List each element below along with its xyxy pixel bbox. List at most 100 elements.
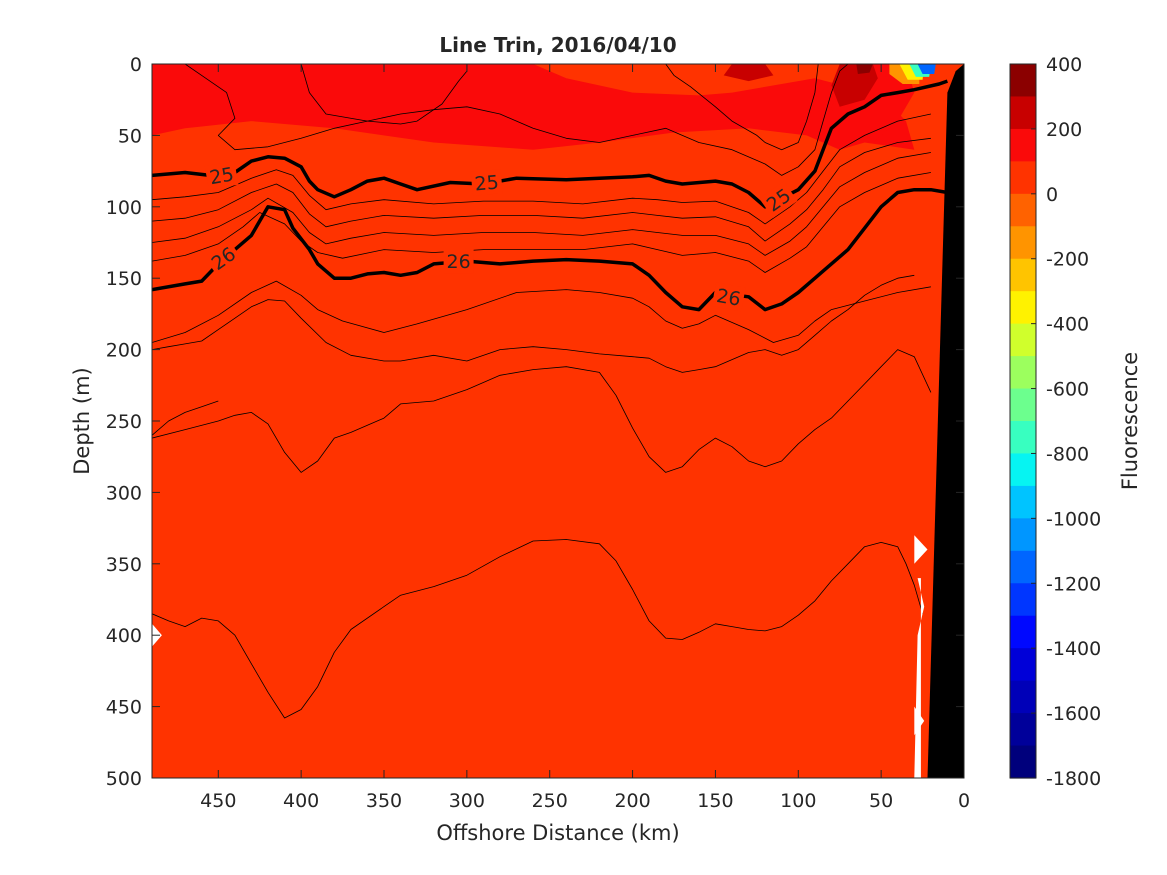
- density-contour-11: [152, 349, 932, 473]
- density-contour-6: [152, 137, 931, 242]
- x-tick-label: 300: [449, 790, 485, 812]
- fluorescence-region-3: [723, 64, 774, 82]
- y-tick-label: 450: [106, 697, 142, 719]
- colorbar-level: [1010, 291, 1036, 325]
- y-tick-label: 50: [118, 125, 142, 147]
- chart-title: Line Trin, 2016/04/10: [439, 33, 676, 57]
- colorbar-level: [1010, 745, 1036, 779]
- bathymetry-shelf: [927, 64, 964, 778]
- colorbar-level: [1010, 323, 1036, 357]
- contour-label-text: 25: [474, 171, 500, 195]
- contour-label-text: 26: [447, 251, 471, 273]
- colorbar-level: [1010, 193, 1036, 227]
- contour-label-bg: [470, 169, 503, 196]
- contour-label-bg: [759, 181, 798, 219]
- colorbar-label: Fluorescence: [1118, 352, 1142, 490]
- colorbar-level: [1010, 96, 1036, 130]
- colorbar: 400 200 0 -200 -400 -600 -800 -1000 -1200 -1400 -1…: [1009, 54, 1101, 790]
- y-tick-label: 300: [106, 482, 142, 504]
- density-contour-10: [152, 274, 915, 373]
- contour-label-bg: [443, 249, 474, 274]
- density-contour-3: [300, 64, 468, 125]
- fluorescence-region-2: [831, 64, 878, 107]
- colorbar-level: [1010, 453, 1036, 487]
- fluorescence-region-8: [917, 64, 936, 74]
- contour-label-0: 25: [204, 160, 239, 190]
- colorbar-frame: [1009, 63, 1037, 779]
- x-tick-label: 50: [869, 790, 893, 812]
- colorbar-level: [1010, 713, 1036, 747]
- colorbar-tick-label: 200: [1046, 119, 1082, 141]
- y-tick-label: 250: [106, 411, 142, 433]
- contour-label-bg: [204, 239, 243, 277]
- colorbar-level: [1010, 485, 1036, 519]
- colorbar-tick-label: -800: [1046, 443, 1089, 465]
- colorbar-level: [1010, 226, 1036, 260]
- x-tick-label: 150: [697, 790, 733, 812]
- density-contour-5: [152, 113, 931, 225]
- density-contour-9: [152, 280, 931, 343]
- colorbar-level: [1010, 421, 1036, 455]
- colorbar-tick-label: -1200: [1046, 573, 1101, 595]
- y-tick-label: 0: [130, 54, 142, 76]
- missing-data-region-1: [914, 535, 928, 564]
- colorbar-level: [1010, 388, 1036, 422]
- colorbar-tick-label: -600: [1046, 379, 1089, 401]
- contour-label-text: 26: [715, 285, 743, 311]
- y-axis-label: Depth (m): [70, 367, 94, 474]
- density-contour-13: [152, 400, 219, 436]
- y-tick-label: 400: [106, 625, 142, 647]
- colorbar-tick-label: -200: [1046, 249, 1089, 271]
- y-tick-label: 500: [106, 768, 142, 790]
- x-axis-label: Offshore Distance (km): [436, 821, 679, 845]
- density-contour-12: [152, 539, 923, 719]
- colorbar-tick-label: -1800: [1046, 768, 1101, 790]
- colorbar-level: [1010, 550, 1036, 584]
- plot-background: [152, 64, 964, 778]
- colorbar-level: [1010, 518, 1036, 552]
- colorbar-level: [1010, 648, 1036, 682]
- colorbar-tick-label: -1000: [1046, 508, 1101, 530]
- contour-label-1: 25: [470, 169, 503, 196]
- colorbar-level: [1010, 161, 1036, 195]
- density-contour-7: [152, 152, 931, 256]
- colorbar-tick-label: 0: [1046, 184, 1058, 206]
- colorbar-tick-label: -1400: [1046, 638, 1101, 660]
- density-contour-4: [665, 64, 819, 151]
- density-contour-8: [152, 172, 931, 273]
- x-tick-label: 400: [283, 790, 319, 812]
- colorbar-tick-label: 400: [1046, 54, 1082, 76]
- colorbar-level: [1010, 583, 1036, 617]
- y-tick-label: 350: [106, 554, 142, 576]
- contour-label-bg: [204, 160, 239, 190]
- contour-label-5: 26: [711, 282, 746, 312]
- colorbar-level: [1010, 64, 1036, 98]
- fluorescence-fill-layer: [152, 64, 936, 150]
- missing-data-region-3: [914, 578, 925, 778]
- contour-label-4: 26: [443, 249, 474, 274]
- x-tick-label: 350: [366, 790, 402, 812]
- colorbar-level: [1010, 615, 1036, 649]
- colorbar-level: [1010, 680, 1036, 714]
- colorbar-tick-label: -400: [1046, 314, 1089, 336]
- density-contour-2: [152, 64, 849, 176]
- colorbar-level: [1010, 258, 1036, 292]
- colorbar-level: [1010, 128, 1036, 162]
- isopycnal-26-line: [152, 187, 948, 312]
- bathymetry-layer: [927, 64, 964, 778]
- density-contour-layer: [152, 64, 948, 719]
- contour-label-bg: [711, 282, 746, 312]
- fluorescence-region-0: [152, 64, 915, 150]
- y-axis: 0 50 100 150 200 250 300 350 400 450 500: [106, 54, 964, 790]
- x-tick-label: 100: [780, 790, 816, 812]
- x-tick-label: 450: [200, 790, 236, 812]
- colorbar-tick-label: -1600: [1046, 703, 1101, 725]
- isopycnal-25-line: [152, 79, 948, 209]
- y-tick-label: 200: [106, 340, 142, 362]
- x-tick-label: 0: [958, 790, 970, 812]
- x-tick-label: 200: [614, 790, 650, 812]
- colorbar-level: [1010, 356, 1036, 390]
- y-tick-label: 150: [106, 268, 142, 290]
- x-tick-label: 250: [532, 790, 568, 812]
